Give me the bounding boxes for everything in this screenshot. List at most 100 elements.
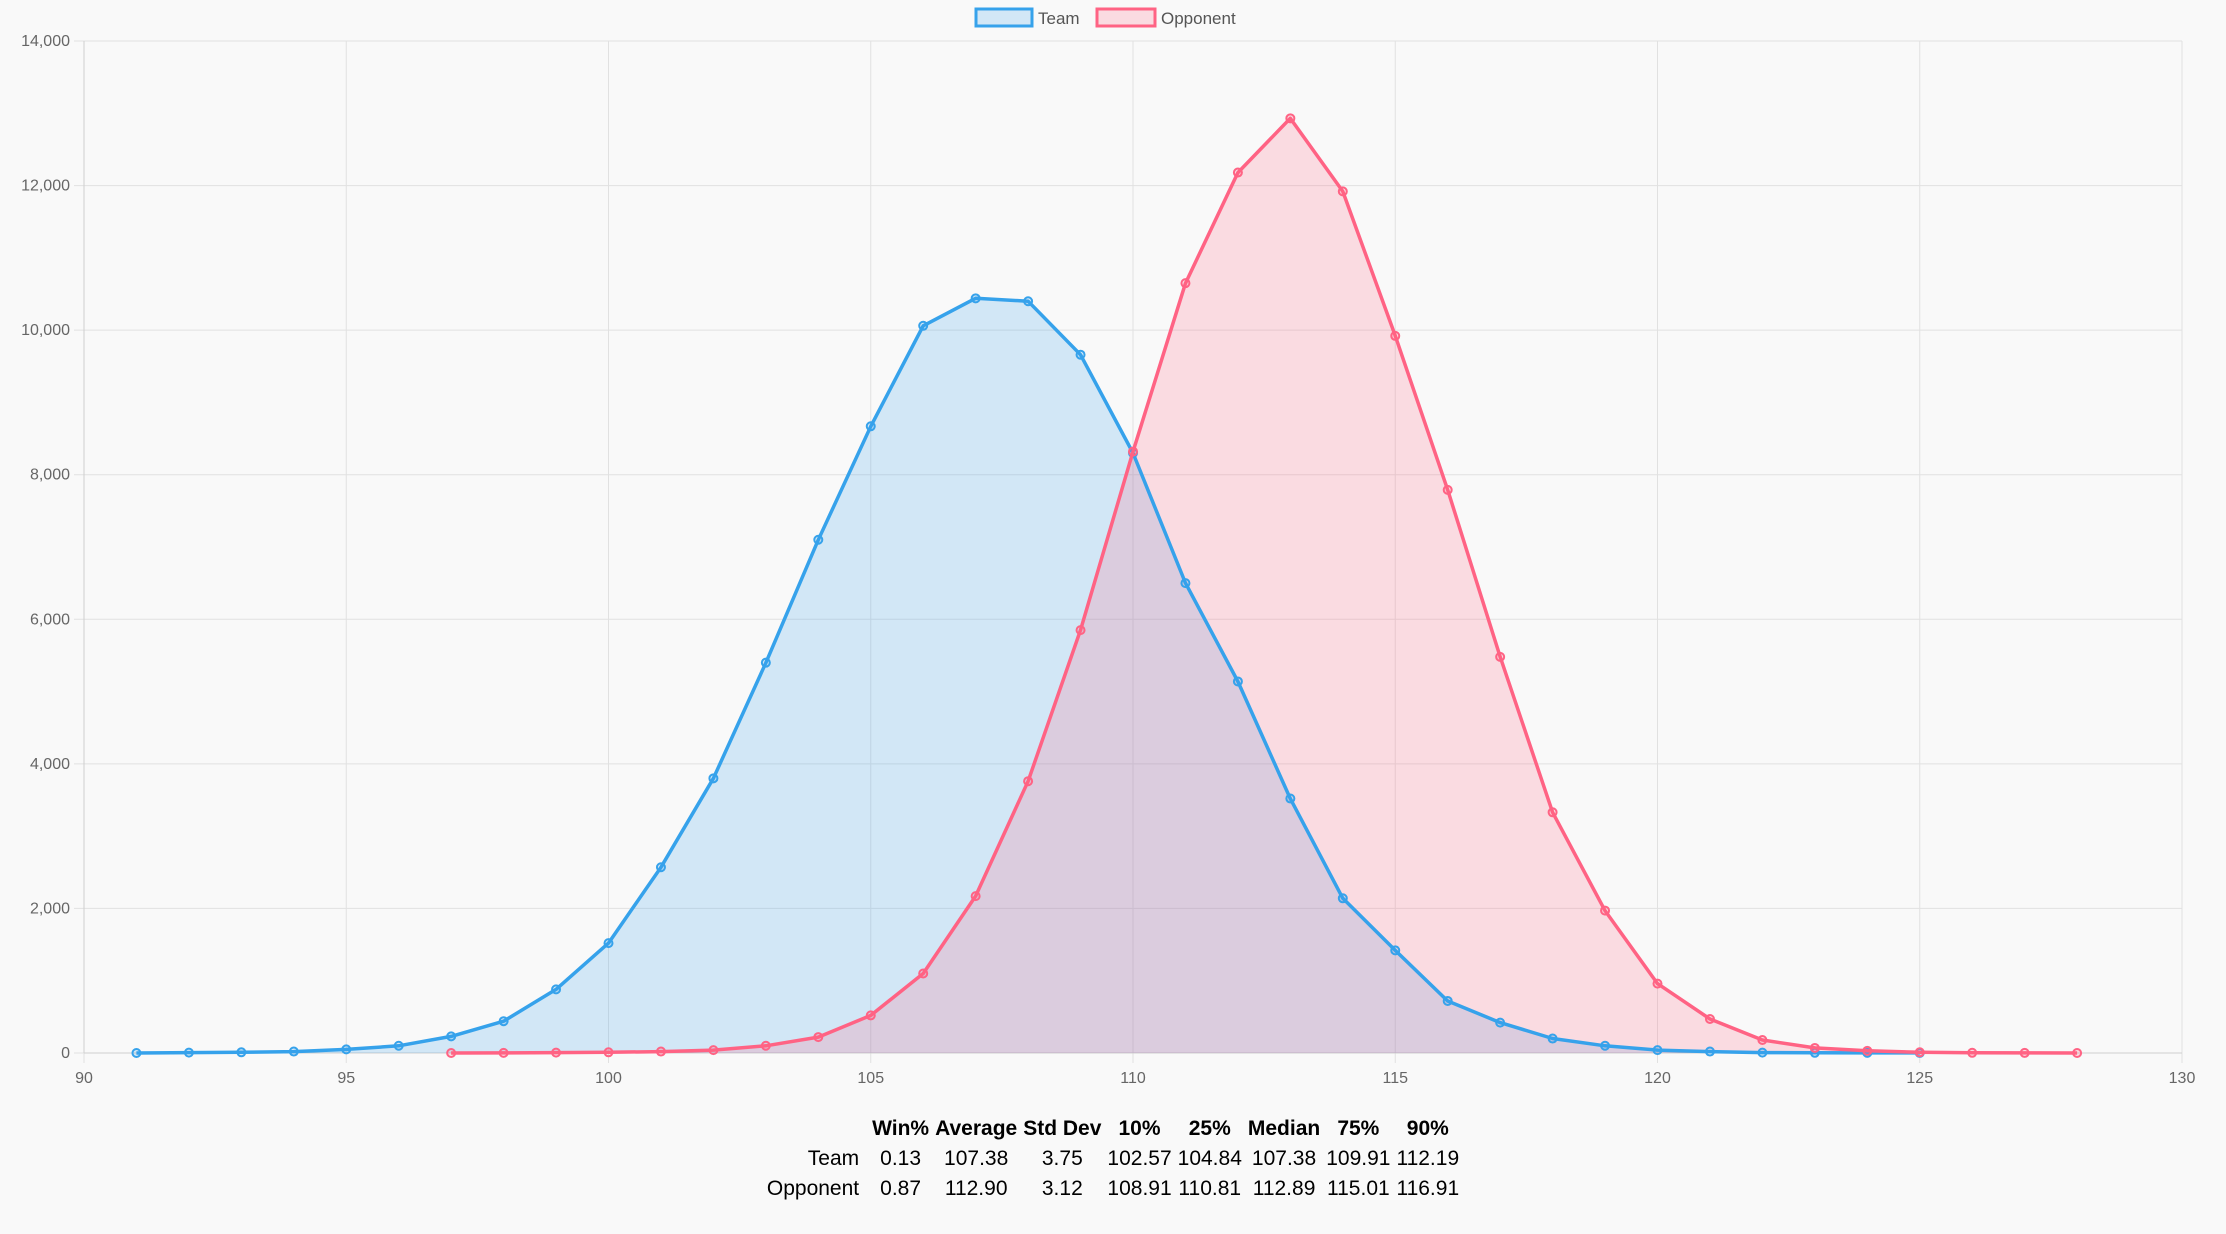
distribution-chart: 90 95 100 105 110 115 120 125 130 0 2,000 4,000 6,00…	[21, 7, 2196, 1087]
legend-label-team: Team	[1038, 9, 1080, 28]
data-point-team	[1704, 1046, 1715, 1057]
data-point-opponent	[603, 1047, 614, 1058]
data-point-team	[1075, 349, 1086, 360]
data-point-opponent	[1023, 776, 1034, 787]
data-point-opponent	[551, 1047, 562, 1058]
data-point-team	[288, 1046, 299, 1057]
stats-cell: 110.81	[1178, 1177, 1242, 1200]
series-area-opponent	[451, 118, 2078, 1054]
data-point-team	[1600, 1040, 1611, 1051]
stats-header-row: Win% Average Std Dev 10% 25% Median 75% …	[764, 1114, 1462, 1144]
data-point-team	[1442, 995, 1453, 1006]
legend-label-opponent: Opponent	[1161, 9, 1236, 28]
stats-cell: 3.75	[1041, 1147, 1083, 1170]
data-point-team	[498, 1016, 509, 1027]
data-point-team	[1495, 1017, 1506, 1028]
data-point-opponent	[1967, 1047, 1978, 1058]
x-tick-label: 120	[1644, 1070, 1671, 1087]
data-point-opponent	[1704, 1014, 1715, 1025]
x-tick-label: 105	[857, 1070, 884, 1087]
stats-cell: 109.91	[1326, 1147, 1391, 1170]
data-point-team	[1285, 793, 1296, 804]
data-point-team	[1023, 296, 1034, 307]
y-tick-label: 4,000	[30, 756, 70, 773]
data-point-opponent	[1914, 1047, 1925, 1058]
stats-header-cell: Average	[935, 1117, 1018, 1140]
data-point-team	[1232, 676, 1243, 687]
data-point-opponent	[1862, 1045, 1873, 1056]
stats-cell: 112.19	[1396, 1147, 1460, 1170]
stats-header-cell: 10%	[1118, 1117, 1161, 1140]
stats-cell: Team	[807, 1147, 860, 1170]
x-tick-label: 110	[1120, 1070, 1146, 1087]
y-tick-label: 2,000	[30, 900, 70, 917]
series-line-team	[136, 296, 1920, 1055]
x-tick-label: 115	[1382, 1070, 1408, 1087]
data-point-opponent	[446, 1048, 457, 1058]
data-point-team	[236, 1047, 247, 1058]
x-tick-label: 125	[1906, 1070, 1933, 1087]
stats-cell: 115.01	[1327, 1177, 1390, 1200]
stats-table-container: Win% Average Std Dev 10% 25% Median 75% …	[0, 1114, 2226, 1204]
data-point-team	[183, 1047, 194, 1058]
x-tick-label: 95	[337, 1070, 355, 1087]
data-point-team	[341, 1044, 352, 1055]
stats-row-team: Team 0.13 107.38 3.75 102.57 104.84 107.…	[764, 1144, 1462, 1174]
data-point-team	[865, 421, 876, 432]
stats-header-cell: Median	[1247, 1117, 1321, 1140]
stats-cell: 102.57	[1107, 1147, 1172, 1170]
data-point-opponent	[2072, 1048, 2083, 1058]
y-tick-label: 10,000	[21, 322, 70, 339]
x-tick-label: 130	[2169, 1070, 2196, 1087]
data-point-team	[603, 938, 614, 949]
data-point-team	[1390, 945, 1401, 956]
y-tick-label: 14,000	[21, 33, 70, 50]
stats-cell: Opponent	[766, 1177, 860, 1200]
data-point-opponent	[1442, 484, 1453, 495]
y-tick-label: 0	[61, 1045, 70, 1062]
data-point-team	[655, 862, 666, 873]
data-point-team	[1547, 1033, 1558, 1044]
stats-cell: 107.38	[944, 1147, 1009, 1170]
data-point-opponent	[1652, 978, 1663, 989]
stats-header-cell: Win%	[872, 1117, 930, 1140]
data-point-team	[131, 1048, 142, 1058]
data-point-opponent	[1075, 625, 1086, 636]
x-tick-label: 100	[595, 1070, 622, 1087]
stats-cell: 112.90	[944, 1177, 1008, 1200]
data-point-opponent	[970, 891, 981, 902]
stats-cell: 0.13	[880, 1147, 922, 1170]
data-point-team	[1180, 578, 1191, 589]
data-point-team	[1337, 893, 1348, 904]
stats-cell: 116.91	[1396, 1177, 1460, 1200]
stats-cell: 107.38	[1251, 1147, 1317, 1170]
y-tick-label: 12,000	[21, 178, 70, 195]
stats-cell: 3.12	[1041, 1177, 1083, 1200]
data-point-opponent	[1180, 278, 1191, 289]
x-tick-label: 90	[75, 1070, 93, 1087]
data-point-opponent	[1600, 905, 1611, 916]
chart-area: 90 95 100 105 110 115 120 125 130 0 2,000 4,000 6,00…	[21, 7, 2196, 1087]
data-point-opponent	[813, 1032, 824, 1043]
data-point-opponent	[918, 968, 929, 979]
legend-swatch-team	[974, 7, 1034, 28]
y-tick-label: 6,000	[30, 611, 70, 628]
data-point-opponent	[2019, 1047, 2030, 1058]
series-line-opponent	[451, 116, 2078, 1055]
data-point-opponent	[498, 1047, 509, 1058]
data-point-opponent	[865, 1010, 876, 1021]
stats-header-cell: 75%	[1337, 1117, 1380, 1140]
data-point-team	[813, 534, 824, 545]
stats-row-opponent: Opponent 0.87 112.90 3.12 108.91 110.81 …	[764, 1174, 1462, 1204]
data-point-team	[970, 293, 981, 304]
data-point-opponent	[1495, 651, 1506, 662]
stats-header-cell: 25%	[1188, 1117, 1231, 1140]
stats-header-cell: 90%	[1406, 1117, 1449, 1140]
stats-header-cell	[764, 1114, 869, 1144]
data-point-opponent	[1547, 807, 1558, 818]
stats-cell: 104.84	[1177, 1147, 1242, 1170]
data-point-team	[551, 984, 562, 995]
data-point-opponent	[1232, 167, 1243, 178]
data-point-team	[708, 773, 719, 784]
data-point-opponent	[1390, 330, 1401, 341]
